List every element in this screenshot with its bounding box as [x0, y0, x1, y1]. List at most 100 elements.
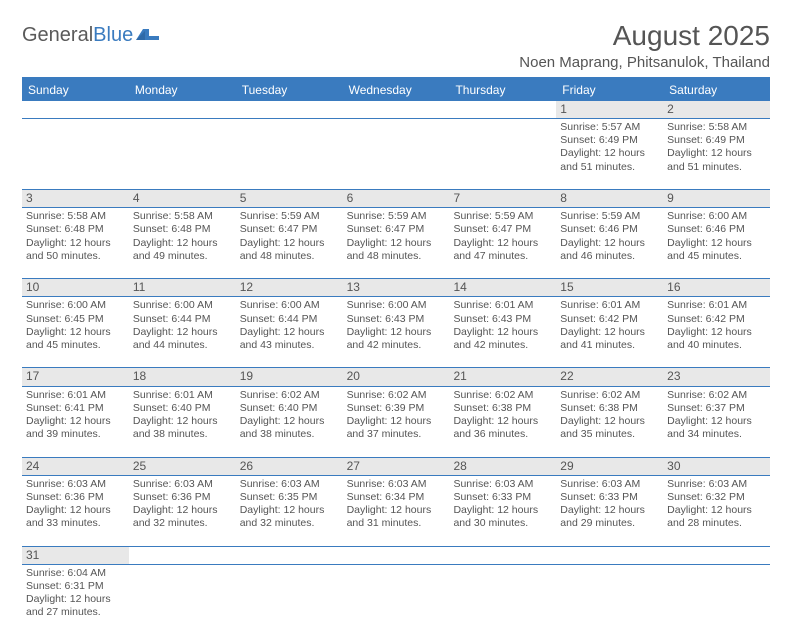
- daylight-text: Daylight: 12 hours and 40 minutes.: [667, 326, 766, 352]
- daylight-text: Daylight: 12 hours and 32 minutes.: [240, 504, 339, 530]
- sunrise-text: Sunrise: 5:59 AM: [453, 210, 552, 223]
- day-cell: Sunrise: 5:59 AMSunset: 6:46 PMDaylight:…: [556, 208, 663, 278]
- sunrise-text: Sunrise: 6:01 AM: [560, 299, 659, 312]
- day-number-cell: 31: [22, 547, 129, 564]
- day-number: 19: [240, 369, 253, 383]
- day-number-cell: 24: [22, 458, 129, 475]
- day-number-cell: 30: [663, 458, 770, 475]
- day-cell: Sunrise: 6:00 AMSunset: 6:43 PMDaylight:…: [343, 297, 450, 367]
- day-cell: Sunrise: 6:03 AMSunset: 6:34 PMDaylight:…: [343, 476, 450, 546]
- day-number: 25: [133, 459, 146, 473]
- day-cell: Sunrise: 6:00 AMSunset: 6:44 PMDaylight:…: [236, 297, 343, 367]
- day-number: 6: [347, 191, 354, 205]
- day-cell: Sunrise: 6:02 AMSunset: 6:37 PMDaylight:…: [663, 387, 770, 457]
- sunset-text: Sunset: 6:46 PM: [560, 223, 659, 236]
- daylight-text: Daylight: 12 hours and 28 minutes.: [667, 504, 766, 530]
- daylight-text: Daylight: 12 hours and 41 minutes.: [560, 326, 659, 352]
- day-number: 2: [667, 102, 674, 116]
- day-cell: Sunrise: 5:58 AMSunset: 6:49 PMDaylight:…: [663, 119, 770, 189]
- day-number: 20: [347, 369, 360, 383]
- day-cell: Sunrise: 6:02 AMSunset: 6:40 PMDaylight:…: [236, 387, 343, 457]
- day-number: 16: [667, 280, 680, 294]
- day-number: 17: [26, 369, 39, 383]
- daylight-text: Daylight: 12 hours and 47 minutes.: [453, 237, 552, 263]
- day-cell: Sunrise: 5:59 AMSunset: 6:47 PMDaylight:…: [236, 208, 343, 278]
- weekday-header: Tuesday: [236, 79, 343, 101]
- day-number-cell: 16: [663, 279, 770, 296]
- day-number: 15: [560, 280, 573, 294]
- daylight-text: Daylight: 12 hours and 51 minutes.: [560, 147, 659, 173]
- sunset-text: Sunset: 6:38 PM: [560, 402, 659, 415]
- day-number-cell: 2: [663, 101, 770, 118]
- empty-cell: [449, 565, 556, 635]
- weekday-header: Friday: [556, 79, 663, 101]
- sunrise-text: Sunrise: 6:01 AM: [26, 389, 125, 402]
- sunset-text: Sunset: 6:40 PM: [133, 402, 232, 415]
- day-number: 18: [133, 369, 146, 383]
- sunrise-text: Sunrise: 6:00 AM: [240, 299, 339, 312]
- sunset-text: Sunset: 6:31 PM: [26, 580, 125, 593]
- day-number: 26: [240, 459, 253, 473]
- sunrise-text: Sunrise: 5:58 AM: [667, 121, 766, 134]
- daylight-text: Daylight: 12 hours and 38 minutes.: [133, 415, 232, 441]
- sunset-text: Sunset: 6:43 PM: [453, 313, 552, 326]
- empty-cell: [343, 565, 450, 635]
- daylight-text: Daylight: 12 hours and 33 minutes.: [26, 504, 125, 530]
- day-number: 29: [560, 459, 573, 473]
- empty-cell: [22, 119, 129, 189]
- sunrise-text: Sunrise: 5:59 AM: [347, 210, 446, 223]
- day-number-cell: 23: [663, 368, 770, 385]
- day-number: 7: [453, 191, 460, 205]
- sunrise-text: Sunrise: 6:00 AM: [26, 299, 125, 312]
- day-number: 5: [240, 191, 247, 205]
- day-cell: Sunrise: 6:03 AMSunset: 6:36 PMDaylight:…: [129, 476, 236, 546]
- day-number-cell: 19: [236, 368, 343, 385]
- sunset-text: Sunset: 6:34 PM: [347, 491, 446, 504]
- sunrise-text: Sunrise: 5:58 AM: [26, 210, 125, 223]
- day-number-cell: 4: [129, 190, 236, 207]
- day-number-cell: 3: [22, 190, 129, 207]
- week-row: Sunrise: 6:03 AMSunset: 6:36 PMDaylight:…: [22, 476, 770, 547]
- daylight-text: Daylight: 12 hours and 44 minutes.: [133, 326, 232, 352]
- daylight-text: Daylight: 12 hours and 29 minutes.: [560, 504, 659, 530]
- day-number-cell: [129, 101, 236, 118]
- location: Noen Maprang, Phitsanulok, Thailand: [519, 54, 770, 71]
- day-number: 28: [453, 459, 466, 473]
- day-number-row: 17181920212223: [22, 368, 770, 386]
- logo: GeneralBlue: [22, 24, 161, 47]
- weeks-container: 12Sunrise: 5:57 AMSunset: 6:49 PMDayligh…: [22, 101, 770, 635]
- logo-text-2: Blue: [93, 24, 133, 47]
- day-number: 12: [240, 280, 253, 294]
- day-number: 9: [667, 191, 674, 205]
- day-cell: Sunrise: 6:01 AMSunset: 6:42 PMDaylight:…: [556, 297, 663, 367]
- sunset-text: Sunset: 6:47 PM: [240, 223, 339, 236]
- sunset-text: Sunset: 6:36 PM: [133, 491, 232, 504]
- day-cell: Sunrise: 6:00 AMSunset: 6:44 PMDaylight:…: [129, 297, 236, 367]
- day-number: 4: [133, 191, 140, 205]
- sunset-text: Sunset: 6:40 PM: [240, 402, 339, 415]
- day-number-row: 24252627282930: [22, 458, 770, 476]
- sunset-text: Sunset: 6:35 PM: [240, 491, 339, 504]
- day-cell: Sunrise: 6:04 AMSunset: 6:31 PMDaylight:…: [22, 565, 129, 635]
- day-number-cell: [663, 547, 770, 564]
- title-block: August 2025 Noen Maprang, Phitsanulok, T…: [519, 20, 770, 71]
- sunrise-text: Sunrise: 6:00 AM: [133, 299, 232, 312]
- day-number-cell: 14: [449, 279, 556, 296]
- sunset-text: Sunset: 6:44 PM: [240, 313, 339, 326]
- daylight-text: Daylight: 12 hours and 30 minutes.: [453, 504, 552, 530]
- sunset-text: Sunset: 6:45 PM: [26, 313, 125, 326]
- sunrise-text: Sunrise: 6:02 AM: [560, 389, 659, 402]
- sunrise-text: Sunrise: 6:03 AM: [667, 478, 766, 491]
- sunset-text: Sunset: 6:48 PM: [133, 223, 232, 236]
- day-number: 3: [26, 191, 33, 205]
- empty-cell: [129, 119, 236, 189]
- day-number: 8: [560, 191, 567, 205]
- daylight-text: Daylight: 12 hours and 32 minutes.: [133, 504, 232, 530]
- sunrise-text: Sunrise: 6:01 AM: [133, 389, 232, 402]
- day-number-cell: 28: [449, 458, 556, 475]
- sunset-text: Sunset: 6:41 PM: [26, 402, 125, 415]
- sunrise-text: Sunrise: 6:03 AM: [347, 478, 446, 491]
- sunrise-text: Sunrise: 6:03 AM: [453, 478, 552, 491]
- sunrise-text: Sunrise: 6:01 AM: [453, 299, 552, 312]
- day-cell: Sunrise: 6:01 AMSunset: 6:41 PMDaylight:…: [22, 387, 129, 457]
